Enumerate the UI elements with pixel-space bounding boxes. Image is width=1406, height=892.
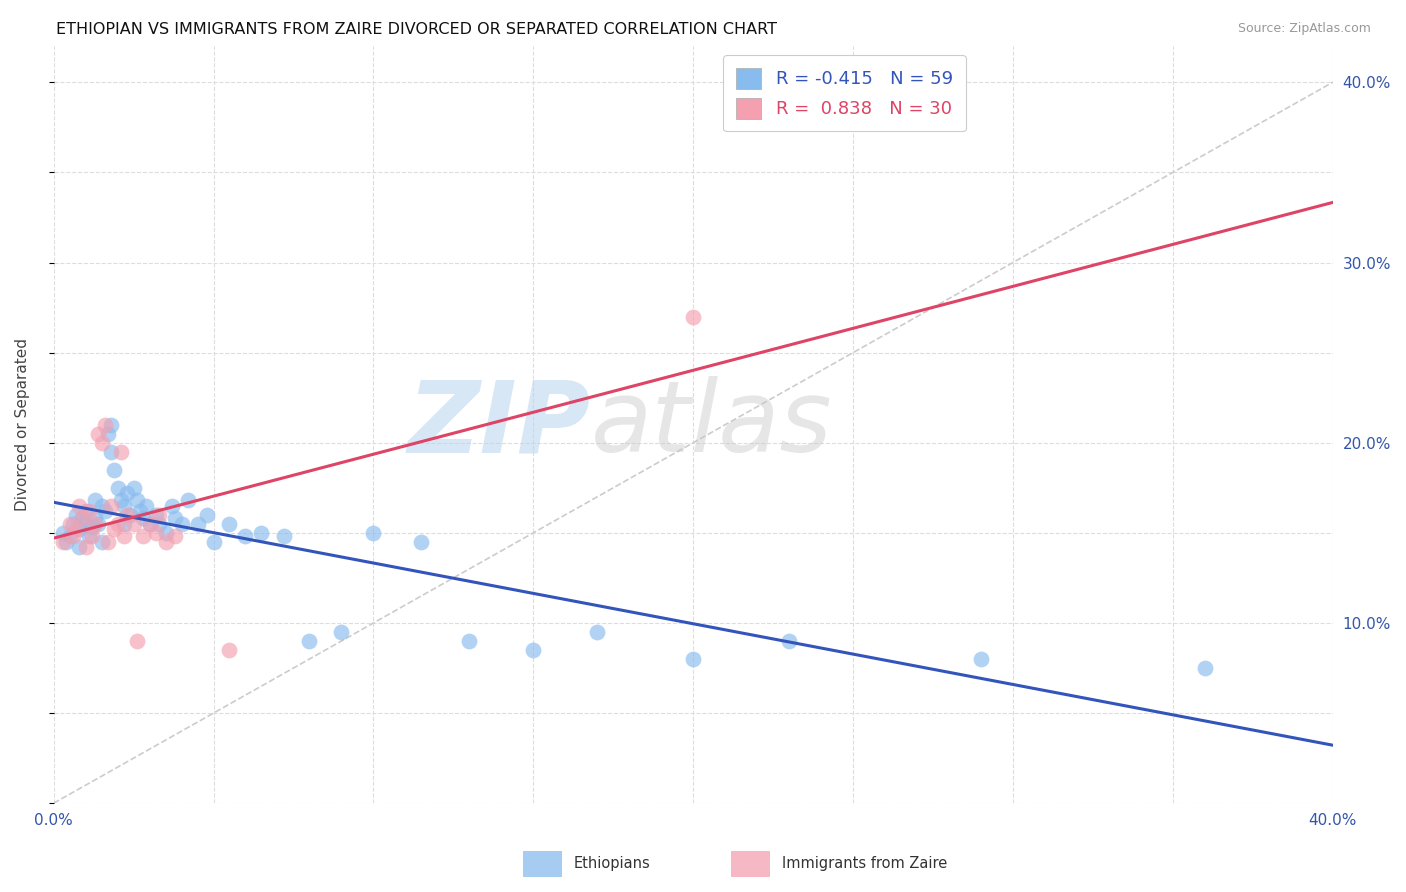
Point — [148, 516, 170, 531]
Point — [202, 534, 225, 549]
Point — [682, 652, 704, 666]
Point — [87, 516, 110, 531]
Point — [90, 534, 112, 549]
Point — [682, 310, 704, 324]
Point — [165, 529, 187, 543]
Point — [67, 541, 90, 555]
Point — [298, 634, 321, 648]
Point — [84, 511, 107, 525]
Point — [122, 516, 145, 531]
Text: ZIP: ZIP — [408, 376, 591, 474]
Point — [94, 417, 117, 432]
Point — [363, 525, 385, 540]
Point — [778, 634, 800, 648]
Text: Source: ZipAtlas.com: Source: ZipAtlas.com — [1237, 22, 1371, 36]
Point — [59, 529, 82, 543]
Point — [72, 511, 94, 525]
Point — [87, 426, 110, 441]
Text: ETHIOPIAN VS IMMIGRANTS FROM ZAIRE DIVORCED OR SEPARATED CORRELATION CHART: ETHIOPIAN VS IMMIGRANTS FROM ZAIRE DIVOR… — [56, 22, 778, 37]
Point — [125, 493, 148, 508]
Point — [135, 499, 157, 513]
Point — [72, 511, 94, 525]
Point — [235, 529, 257, 543]
Point — [90, 435, 112, 450]
Bar — [523, 851, 562, 877]
Point — [120, 508, 142, 522]
Point — [145, 508, 167, 522]
Point — [155, 534, 177, 549]
Point — [107, 481, 129, 495]
Legend: R = -0.415   N = 59, R =  0.838   N = 30: R = -0.415 N = 59, R = 0.838 N = 30 — [724, 55, 966, 131]
Text: Ethiopians: Ethiopians — [574, 855, 651, 871]
Point — [55, 534, 77, 549]
Point — [67, 522, 90, 536]
Point — [273, 529, 295, 543]
Point — [112, 529, 135, 543]
Bar — [731, 851, 770, 877]
Point — [62, 529, 84, 543]
Point — [1194, 661, 1216, 675]
Point — [138, 516, 160, 531]
Point — [970, 652, 993, 666]
Point — [129, 504, 152, 518]
Point — [100, 417, 122, 432]
Point — [90, 499, 112, 513]
Point — [411, 534, 433, 549]
Point — [94, 504, 117, 518]
Point — [77, 529, 100, 543]
Point — [186, 516, 208, 531]
Point — [103, 463, 125, 477]
Point — [52, 525, 75, 540]
Point — [52, 534, 75, 549]
Text: Immigrants from Zaire: Immigrants from Zaire — [782, 855, 948, 871]
Point — [177, 493, 200, 508]
Point — [75, 504, 97, 518]
Point — [77, 504, 100, 518]
Point — [218, 643, 240, 657]
Point — [75, 541, 97, 555]
Point — [250, 525, 273, 540]
Point — [148, 508, 170, 522]
Point — [458, 634, 481, 648]
Point — [97, 534, 120, 549]
Point — [67, 499, 90, 513]
Point — [110, 444, 132, 458]
Point — [107, 516, 129, 531]
Point — [155, 525, 177, 540]
Point — [80, 529, 103, 543]
Point — [65, 508, 87, 522]
Point — [65, 522, 87, 536]
Point — [122, 481, 145, 495]
Point — [125, 634, 148, 648]
Point — [110, 493, 132, 508]
Text: atlas: atlas — [591, 376, 832, 474]
Point — [330, 625, 353, 640]
Point — [84, 493, 107, 508]
Point — [115, 486, 138, 500]
Point — [160, 499, 183, 513]
Point — [145, 525, 167, 540]
Point — [97, 426, 120, 441]
Point — [80, 520, 103, 534]
Point — [165, 511, 187, 525]
Point — [100, 499, 122, 513]
Point — [62, 516, 84, 531]
Point — [522, 643, 544, 657]
Point — [586, 625, 609, 640]
Point — [84, 516, 107, 531]
Point — [138, 516, 160, 531]
Point — [132, 511, 155, 525]
Point — [59, 516, 82, 531]
Point — [195, 508, 218, 522]
Point — [100, 444, 122, 458]
Y-axis label: Divorced or Separated: Divorced or Separated — [15, 338, 30, 511]
Point — [115, 508, 138, 522]
Point — [112, 499, 135, 513]
Point — [103, 522, 125, 536]
Point — [170, 516, 193, 531]
Point — [112, 516, 135, 531]
Point — [75, 516, 97, 531]
Point — [132, 529, 155, 543]
Point — [218, 516, 240, 531]
